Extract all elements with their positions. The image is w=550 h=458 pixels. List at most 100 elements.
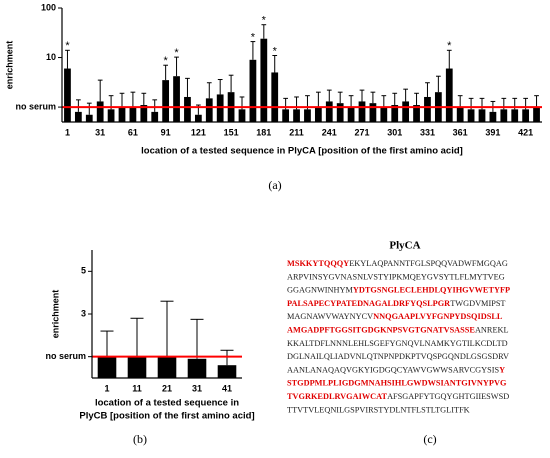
x-tick-label: 21 [162, 383, 172, 393]
bar [325, 101, 333, 122]
sequence-line: MAGNAWVWAYNYCVNNQGAAPLVYFGNPYDSQIDSLL [287, 312, 503, 321]
bar [358, 101, 366, 122]
y-tick-label: 10 [46, 52, 56, 62]
sequence-segment: TVGRKEDLRVGAIWCAT [287, 392, 388, 401]
y-tick-label: 5 [81, 266, 86, 276]
sequence-line: KKALTDFLNNNLEHLSGEFYGNQVLNAMKYGTILKCDLTD [287, 339, 508, 348]
x-tick-label: 61 [128, 127, 138, 137]
x-tick-label: 361 [453, 127, 468, 137]
x-tick-label: 211 [289, 127, 304, 137]
bar [533, 107, 540, 122]
bar [96, 101, 104, 122]
x-tick-label: 11 [132, 383, 142, 393]
x-axis-label: location of a tested sequence in [95, 398, 239, 409]
x-tick-label: 151 [224, 127, 239, 137]
sequence-segment: KKALTDFLNNNLEHLSGEFYGNQVLNAMKYGTILKCDLTD [287, 339, 508, 348]
bar [184, 96, 191, 122]
sequence-segment: DGLNAILQLIADVNLQTNPNPDKPTVQSPGQNDLGSGSDR… [287, 352, 509, 361]
annotation: * [447, 40, 452, 52]
x-tick-label: 121 [191, 127, 206, 137]
x-tick-label: 31 [95, 127, 105, 137]
sequence-line: AMGADPFTGGSITGDGKNPSVGTGNATVSASSEANREKL [287, 325, 509, 334]
sequence-line: MSKKYTQQQYEKYLAQPANNTFGLSPQQVADWFMGQAG [287, 259, 508, 268]
bar [217, 365, 237, 378]
sequence-segment: YDTGSNGLECLEHDLQYIHGVWETYFP [353, 286, 510, 295]
bar [238, 109, 246, 122]
y-tick-label: no serum [15, 101, 56, 111]
sequence-line: DGLNAILQLIADVNLQTNPNPDKPTVQSPGQNDLGSGSDR… [287, 352, 509, 361]
sequence-segment: TWGDVMIPST [450, 299, 505, 308]
annotation: * [163, 55, 168, 67]
bar [391, 105, 399, 122]
bar [271, 72, 279, 122]
sequence-title: PlyCA [389, 240, 420, 252]
bar [336, 103, 344, 122]
bar [74, 111, 82, 122]
panel-label: (b) [133, 432, 147, 446]
sequence-line: TVGRKEDLRVGAIWCATAFSGAPFYTGQYGHTGIIESWSD [287, 392, 509, 401]
y-tick-label: 100 [41, 2, 56, 12]
x-tick-label: 1 [104, 383, 109, 393]
sequence-line: GGAGNWINHYMYDTGSNGLECLEHDLQYIHGVWETYFP [287, 286, 510, 295]
sequence-segment: MAGNAWVWAYNYCV [287, 312, 373, 321]
bar [413, 105, 420, 122]
sequence-line: ARPVINSYGVNASNLVSTYIPKMQEYGVSYTLFLMYTVEG [287, 272, 505, 281]
x-tick-label: 91 [161, 127, 171, 137]
panel-label: (a) [268, 178, 281, 192]
bar [402, 101, 410, 122]
bar [478, 109, 486, 122]
bar [187, 358, 207, 378]
bar [107, 109, 115, 122]
bar [140, 105, 148, 122]
bar [347, 107, 355, 122]
annotation: * [273, 45, 278, 57]
bar [314, 107, 322, 122]
bar [162, 80, 170, 122]
bar [369, 103, 377, 122]
sequence-segment: PALSAPECYPATEDNAGALDRFYQSLPGR [287, 299, 451, 308]
bar [216, 94, 224, 122]
bar [151, 111, 159, 122]
bar [467, 109, 475, 122]
sequence-segment: MSKKYTQQQY [287, 259, 349, 268]
y-tick-label: no serum [45, 351, 86, 361]
panel-label: (c) [423, 432, 436, 446]
x-tick-label: 271 [354, 127, 369, 137]
sequence-segment: NNQGAAPLVYFGNPYDSQIDSLL [373, 312, 503, 321]
bar [424, 96, 431, 122]
x-axis-label: PlyCB [position of the first amino acid] [79, 411, 254, 422]
sequence-segment: STGDPMLPLIGDGMNAHSIHLGWDWSIANTGIVNYPVG [287, 379, 507, 388]
sequence-line: PALSAPECYPATEDNAGALDRFYQSLPGRTWGDVMIPST [287, 299, 506, 308]
bar [260, 38, 268, 122]
bar [489, 111, 497, 122]
annotation: * [65, 40, 70, 52]
bar [456, 107, 464, 122]
x-tick-label: 421 [518, 127, 533, 137]
sequence-segment: GGAGNWINHYM [287, 286, 354, 295]
x-tick-label: 331 [420, 127, 435, 137]
bar [522, 109, 530, 122]
bar [129, 107, 137, 122]
annotation: * [174, 47, 179, 59]
annotation: * [251, 31, 256, 43]
bar [304, 109, 311, 122]
sequence-line: TTVTVLEQNILGSPVIRSTYDLNTFLSTLTGLITFK [287, 405, 470, 414]
x-tick-label: 181 [256, 127, 271, 137]
sequence-segment: AFSGAPFYTGQYGHTGIIESWSD [387, 392, 509, 401]
bar [293, 109, 300, 122]
sequence-segment: AANLANAQAQVGKYIGDGQCYAWVGWWSARVCGYSIS [287, 365, 499, 374]
bar [157, 356, 177, 378]
bar [511, 109, 519, 122]
bar [173, 76, 180, 122]
bar [205, 98, 213, 122]
x-tick-label: 31 [192, 383, 202, 393]
y-tick-label: 3 [81, 308, 86, 318]
annotation: * [262, 15, 267, 27]
bar [97, 356, 117, 378]
bar [380, 107, 388, 122]
y-axis-label: enrichment [4, 41, 14, 90]
sequence-segment: AMGADPFTGGSITGDGKNPSVGTGNATVSASSE [287, 325, 475, 334]
x-tick-label: 301 [387, 127, 402, 137]
bar [118, 107, 126, 122]
bar [194, 114, 202, 122]
